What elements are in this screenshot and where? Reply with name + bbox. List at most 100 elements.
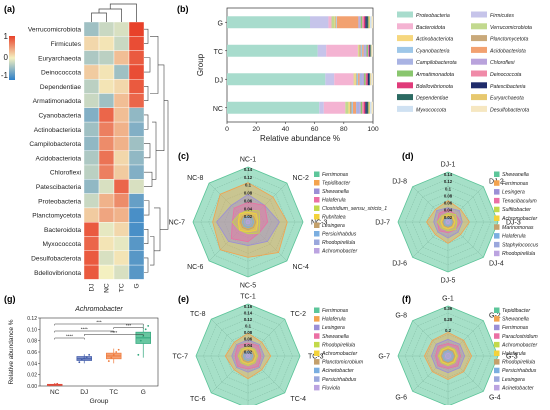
legend-swatch bbox=[494, 367, 500, 374]
x-tick-label: 100 bbox=[367, 126, 379, 133]
stacked-bar-segment bbox=[227, 44, 318, 57]
legend-label: Rhodopirellula bbox=[322, 240, 355, 246]
stacked-bar-segment bbox=[227, 16, 310, 29]
legend-label: Dependentiae bbox=[416, 96, 448, 102]
stacked-bar-segment bbox=[366, 101, 369, 114]
stacked-bar-segment bbox=[362, 44, 364, 57]
heatmap-cell bbox=[98, 107, 115, 123]
radar-axis-label: NC-7 bbox=[169, 220, 185, 227]
radar-r-tick-label: 0.08 bbox=[444, 193, 453, 198]
heatmap-cell bbox=[98, 93, 115, 109]
legend-swatch bbox=[314, 367, 320, 374]
legend-swatch bbox=[314, 248, 320, 254]
radar-axis-label: G-7 bbox=[378, 354, 390, 361]
heatmap-cell bbox=[113, 207, 130, 223]
box-point bbox=[107, 360, 110, 362]
heatmap-cell bbox=[113, 64, 130, 80]
stacked-bar-segment bbox=[323, 101, 346, 114]
legend-label: Myxococcota bbox=[416, 107, 446, 113]
stacked-bar-segment bbox=[351, 101, 354, 114]
stacked-bar-segment bbox=[334, 73, 354, 86]
legend-label: Tepidibacter bbox=[502, 308, 530, 314]
legend-label: Bacteroidota bbox=[416, 25, 445, 31]
legend-swatch bbox=[314, 188, 320, 194]
colorbar-tick-label: 1 bbox=[4, 32, 9, 41]
radar-axis-label: G-2 bbox=[489, 312, 501, 319]
legend-swatch bbox=[314, 239, 320, 245]
box-point bbox=[88, 353, 91, 356]
radar-series-area bbox=[433, 207, 463, 239]
stacked-bar-segment bbox=[365, 73, 367, 86]
stacked-bar-segment bbox=[349, 101, 352, 114]
radar-r-tick-label: 0.06 bbox=[244, 198, 253, 203]
stacked-bar-segment bbox=[353, 101, 357, 114]
radar-axis-label: TC-1 bbox=[240, 294, 256, 301]
heatmap-cell bbox=[128, 207, 145, 223]
heatmap-cell bbox=[128, 164, 145, 180]
radar-series-area bbox=[430, 338, 466, 374]
radar-r-tick-label: 0.1 bbox=[245, 324, 252, 329]
legend-swatch bbox=[397, 94, 413, 101]
legend-label: Planctomicrobium bbox=[322, 360, 364, 366]
radar-r-tick-label: 0.2 bbox=[445, 328, 452, 333]
heatmap-cell bbox=[83, 264, 100, 280]
stacked-bar-segment bbox=[328, 16, 332, 29]
heatmap-cell bbox=[83, 78, 100, 94]
heatmap-cell bbox=[98, 36, 115, 51]
legend-label: Persicirhabdus bbox=[322, 232, 357, 238]
box-point bbox=[58, 383, 61, 386]
radar-panel-c: 0.140.120.10.080.060.040.02NC-1NC-2NC-3N… bbox=[169, 157, 388, 290]
heatmap-cell bbox=[128, 78, 145, 94]
legend-label: Marinomonas bbox=[502, 225, 534, 231]
legend-label: Campilobacterota bbox=[416, 60, 457, 66]
legend-label: Chloroflexi bbox=[490, 60, 515, 66]
x-tick-label: 20 bbox=[252, 126, 260, 133]
stacked-bar-segment bbox=[348, 101, 350, 114]
x-tick-label: 60 bbox=[311, 126, 319, 133]
heatmap-row-dendrogram bbox=[144, 28, 169, 273]
legend-label: Lesingera bbox=[502, 190, 525, 196]
heatmap-cell bbox=[113, 21, 130, 37]
legend-label: Rhodopirellula bbox=[322, 342, 355, 348]
legend-swatch bbox=[494, 324, 500, 331]
stacked-bar-segment bbox=[368, 44, 370, 57]
heatmap-cell bbox=[98, 250, 115, 266]
heatmap-row-label: Patescibacteria bbox=[36, 184, 81, 191]
radar-axis-label: NC-1 bbox=[240, 157, 256, 164]
panel-label-a: (a) bbox=[4, 4, 15, 14]
stacked-bar-segment bbox=[363, 44, 366, 57]
heatmap-cell bbox=[83, 150, 100, 166]
x-tick-label: DJ bbox=[80, 389, 88, 396]
legend-swatch bbox=[397, 82, 413, 89]
stacked-bar-segment bbox=[331, 16, 335, 29]
heatmap-cell bbox=[83, 121, 100, 137]
legend-label: Tepidibacter bbox=[322, 181, 350, 187]
legend-label: Proteobacteria bbox=[416, 13, 450, 19]
radar-series-area bbox=[243, 217, 253, 227]
legend-label: Ferrimonas bbox=[322, 308, 349, 314]
heatmap-cell bbox=[83, 136, 100, 151]
heatmap-cell bbox=[83, 21, 100, 37]
heatmap-row-label: Euryarchaeota bbox=[38, 55, 81, 62]
heatmap-cell bbox=[128, 193, 145, 209]
heatmap-cell bbox=[83, 50, 100, 66]
box-point bbox=[80, 358, 83, 361]
boxplot-title: Achromobacter bbox=[74, 306, 123, 313]
radar-r-tick-label: 0.16 bbox=[244, 304, 253, 309]
radar-r-tick-label: 0.04 bbox=[244, 343, 253, 348]
heatmap-col-label: TC bbox=[119, 283, 126, 292]
heatmap-row-label: Campilobacterota bbox=[29, 141, 81, 148]
legend-label: Ferrimonas bbox=[502, 325, 529, 331]
stacked-bar-segment bbox=[370, 44, 372, 57]
heatmap-row-label: Actinobacteriota bbox=[34, 127, 82, 134]
radar-r-tick-label: 0.14 bbox=[244, 167, 253, 172]
legend-label: Rubritalea bbox=[322, 215, 346, 221]
heatmap-cell bbox=[98, 207, 115, 223]
legend-swatch bbox=[397, 23, 413, 30]
stacked-bar-segment bbox=[325, 73, 335, 86]
panel-label-c: (c) bbox=[178, 151, 189, 161]
box-point bbox=[137, 353, 140, 356]
heatmap-cell bbox=[113, 107, 130, 123]
radar-series-area bbox=[230, 201, 269, 243]
heatmap-row-label: Acidobacteriota bbox=[36, 155, 82, 162]
